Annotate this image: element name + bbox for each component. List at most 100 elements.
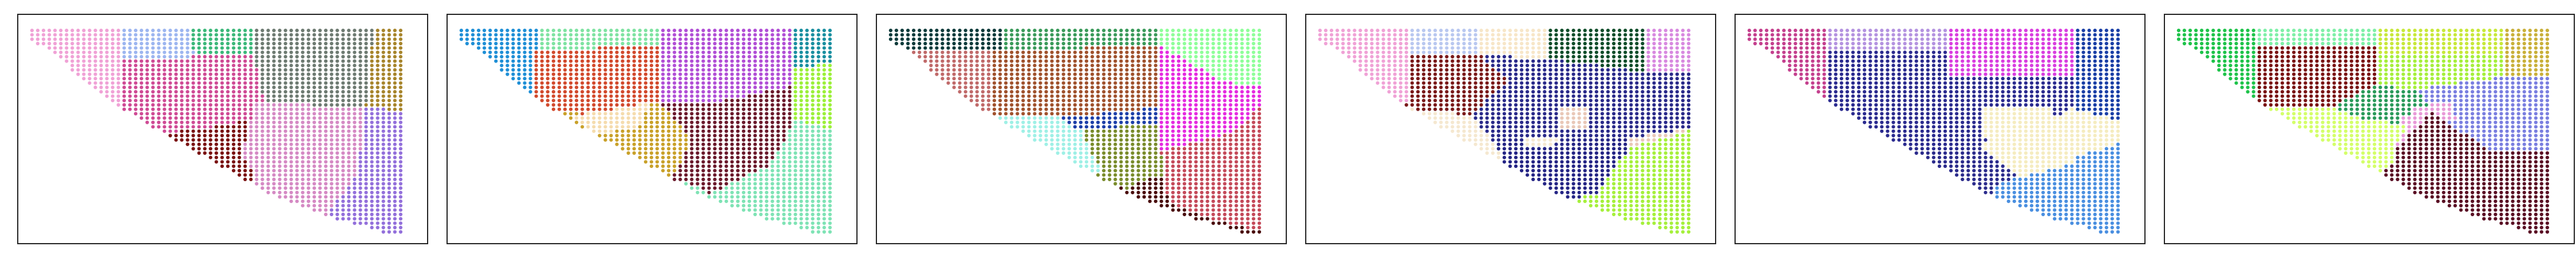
scatter-point	[88, 37, 92, 41]
scatter-point	[353, 112, 357, 116]
scatter-point	[643, 64, 647, 68]
scatter-point	[1131, 138, 1135, 142]
scatter-point	[364, 64, 368, 68]
scatter-point	[1251, 107, 1255, 111]
scatter-point	[398, 173, 403, 177]
scatter-point	[330, 33, 334, 37]
scatter-point	[724, 54, 728, 58]
scatter-point	[673, 77, 677, 81]
scatter-point	[232, 160, 236, 164]
scatter-point	[661, 155, 665, 159]
scatter-point	[649, 68, 654, 72]
scatter-point	[1067, 155, 1071, 159]
scatter-point	[724, 112, 728, 116]
scatter-point	[243, 50, 247, 54]
scatter-point	[312, 142, 317, 146]
scatter-point	[278, 147, 282, 151]
scatter-point	[546, 103, 550, 107]
scatter-point	[335, 68, 339, 72]
scatter-point	[828, 190, 832, 194]
scatter-point	[511, 46, 515, 50]
scatter-point	[673, 116, 677, 120]
scatter-point	[1228, 151, 1232, 155]
scatter-point	[649, 77, 654, 81]
scatter-point	[1165, 147, 1169, 151]
scatter-point	[753, 90, 757, 94]
scatter-point	[1159, 142, 1163, 146]
scatter-point	[226, 59, 230, 63]
scatter-point	[1091, 151, 1095, 155]
scatter-point	[741, 164, 746, 168]
scatter-point	[278, 99, 282, 103]
scatter-point	[1251, 147, 1255, 151]
scatter-point	[289, 120, 293, 124]
scatter-point	[678, 37, 682, 41]
scatter-point	[381, 230, 385, 234]
scatter-point	[260, 138, 264, 142]
scatter-point	[191, 120, 195, 124]
scatter-point	[174, 46, 178, 50]
scatter-point	[387, 151, 391, 155]
scatter-point	[1113, 134, 1117, 138]
scatter-point	[283, 99, 287, 103]
scatter-point	[1240, 217, 1244, 221]
scatter-point	[278, 77, 282, 81]
scatter-point	[1010, 125, 1014, 129]
scatter-point	[540, 29, 544, 33]
scatter-point	[335, 33, 339, 37]
scatter-point	[707, 116, 711, 120]
scatter-point	[609, 120, 613, 124]
scatter-point	[741, 142, 746, 146]
scatter-point	[324, 72, 328, 76]
scatter-point	[667, 90, 671, 94]
scatter-point	[776, 103, 780, 107]
scatter-point	[110, 37, 114, 41]
scatter-point	[370, 134, 374, 138]
scatter-point	[82, 33, 86, 37]
scatter-point	[459, 37, 463, 41]
scatter-point	[759, 107, 763, 111]
scatter-point	[318, 59, 322, 63]
scatter-point	[1206, 164, 1210, 168]
scatter-point	[174, 41, 178, 46]
scatter-point	[353, 77, 357, 81]
scatter-point	[741, 120, 746, 124]
scatter-point	[232, 116, 236, 120]
scatter-point	[793, 155, 797, 159]
scatter-point	[1234, 112, 1238, 116]
scatter-point	[1188, 177, 1192, 181]
scatter-point	[776, 94, 780, 98]
scatter-point	[828, 138, 832, 142]
scatter-point	[615, 112, 619, 116]
scatter-point	[266, 107, 270, 111]
scatter-point	[505, 46, 509, 50]
scatter-point	[546, 46, 550, 50]
scatter-point	[301, 116, 305, 120]
scatter-point	[341, 169, 345, 173]
scatter-point	[266, 190, 270, 194]
scatter-point	[1033, 138, 1037, 142]
scatter-point	[272, 134, 276, 138]
scatter-point	[667, 116, 671, 120]
scatter-point	[765, 64, 769, 68]
scatter-point	[168, 103, 172, 107]
scatter-point	[1136, 186, 1140, 190]
scatter-point	[707, 50, 711, 54]
scatter-point	[1033, 103, 1037, 107]
scatter-point	[540, 81, 544, 85]
scatter-point	[569, 90, 573, 94]
scatter-point	[782, 169, 786, 173]
scatter-point	[318, 107, 322, 111]
scatter-point	[191, 142, 195, 146]
scatter-point	[393, 142, 397, 146]
scatter-point	[208, 54, 212, 58]
scatter-point	[335, 94, 339, 98]
scatter-point	[632, 50, 636, 54]
scatter-point	[1136, 134, 1140, 138]
scatter-point	[557, 77, 562, 81]
scatter-point	[1251, 208, 1255, 212]
scatter-point	[301, 160, 305, 164]
scatter-point	[1251, 160, 1255, 164]
scatter-point	[1257, 99, 1261, 103]
scatter-point	[782, 90, 786, 94]
